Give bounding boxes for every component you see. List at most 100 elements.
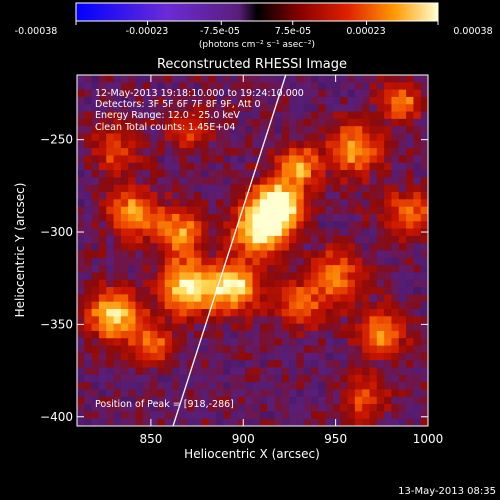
heatmap-cell bbox=[201, 345, 210, 354]
heatmap-cell bbox=[98, 360, 107, 368]
heatmap-cell bbox=[252, 418, 261, 426]
heatmap-cell bbox=[267, 316, 275, 325]
heatmap-cell bbox=[135, 257, 144, 266]
heatmap-cell bbox=[135, 309, 144, 317]
heatmap-cell bbox=[223, 309, 231, 317]
heatmap-cell bbox=[245, 257, 253, 266]
heatmap-cell bbox=[150, 155, 158, 164]
heatmap-cell bbox=[245, 221, 253, 229]
heatmap-cell bbox=[223, 345, 231, 354]
heatmap-cell bbox=[362, 323, 370, 332]
heatmap-cell bbox=[296, 148, 305, 156]
heatmap-cell bbox=[223, 301, 231, 310]
heatmap-cell bbox=[354, 352, 363, 361]
heatmap-cell bbox=[413, 104, 422, 112]
heatmap-cell bbox=[318, 235, 327, 244]
heatmap-cell bbox=[362, 250, 370, 259]
heatmap-cell bbox=[420, 140, 428, 149]
heatmap-cell bbox=[384, 82, 392, 91]
heatmap-cell bbox=[296, 396, 305, 405]
heatmap-cell bbox=[406, 82, 414, 91]
heatmap-cell bbox=[369, 279, 378, 288]
heatmap-cell bbox=[325, 418, 334, 426]
heatmap-cell bbox=[164, 111, 173, 120]
heatmap-cell bbox=[420, 265, 428, 273]
heatmap-cell bbox=[259, 411, 268, 420]
heatmap-cell bbox=[340, 287, 348, 295]
heatmap-cell bbox=[391, 111, 400, 120]
heatmap-cell bbox=[179, 265, 188, 273]
heatmap-cell bbox=[157, 294, 166, 303]
heatmap-cell bbox=[267, 301, 275, 310]
heatmap-cell bbox=[362, 221, 370, 229]
heatmap-cell bbox=[303, 389, 312, 398]
heatmap-cell bbox=[420, 294, 428, 303]
heatmap-cell bbox=[208, 192, 217, 200]
heatmap-cell bbox=[237, 126, 246, 134]
heatmap-cell bbox=[259, 382, 268, 390]
heatmap-cell bbox=[142, 184, 151, 193]
heatmap-cell bbox=[98, 265, 107, 273]
heatmap-cell bbox=[318, 75, 327, 83]
heatmap-cell bbox=[215, 404, 224, 412]
heatmap-cell bbox=[376, 374, 385, 383]
heatmap-cell bbox=[77, 323, 85, 332]
heatmap-cell bbox=[215, 111, 224, 120]
heatmap-cell bbox=[128, 301, 136, 310]
heatmap-cell bbox=[354, 206, 363, 215]
heatmap-cell bbox=[230, 213, 239, 222]
heatmap-cell bbox=[164, 323, 173, 332]
heatmap-cell bbox=[303, 133, 312, 142]
heatmap-cell bbox=[157, 75, 166, 83]
heatmap-cell bbox=[113, 404, 122, 412]
heatmap-cell bbox=[172, 75, 180, 83]
heatmap-cell bbox=[384, 418, 392, 426]
heatmap-cell bbox=[120, 89, 129, 98]
heatmap-cell bbox=[252, 89, 261, 98]
heatmap-cell bbox=[128, 323, 136, 332]
heatmap-cell bbox=[84, 118, 93, 127]
heatmap-cell bbox=[340, 75, 348, 83]
heatmap-cell bbox=[194, 111, 202, 120]
heatmap-cell bbox=[150, 235, 158, 244]
heatmap-cell bbox=[208, 148, 217, 156]
heatmap-cell bbox=[369, 206, 378, 215]
heatmap-cell bbox=[289, 221, 297, 229]
heatmap-cell bbox=[252, 96, 261, 105]
heatmap-cell bbox=[413, 82, 422, 91]
heatmap-cell bbox=[208, 418, 217, 426]
heatmap-cell bbox=[164, 155, 173, 164]
x-axis-tick-labels: 850 900 950 1000 bbox=[139, 432, 443, 446]
heatmap-cell bbox=[201, 382, 210, 390]
heatmap-cell bbox=[120, 206, 129, 215]
heatmap-cell bbox=[106, 265, 114, 273]
heatmap-cell bbox=[274, 257, 283, 266]
heatmap-cell bbox=[135, 345, 144, 354]
heatmap-cell bbox=[223, 170, 231, 178]
heatmap-cell bbox=[120, 133, 129, 142]
heatmap-cell bbox=[267, 257, 275, 266]
heatmap-cell bbox=[332, 411, 341, 420]
heatmap-cell bbox=[413, 140, 422, 149]
heatmap-cell bbox=[281, 104, 290, 112]
heatmap-cell bbox=[420, 309, 428, 317]
heatmap-cell bbox=[172, 243, 180, 251]
heatmap-cell bbox=[150, 396, 158, 405]
heatmap-cell bbox=[413, 111, 422, 120]
heatmap-cell bbox=[98, 192, 107, 200]
x-axis-ticks bbox=[150, 75, 429, 426]
heatmap-cell bbox=[157, 389, 166, 398]
heatmap-cell bbox=[340, 374, 348, 383]
heatmap-cell bbox=[267, 294, 275, 303]
heatmap-cell bbox=[84, 301, 93, 310]
heatmap-cell bbox=[91, 374, 100, 383]
heatmap-cell bbox=[230, 133, 239, 142]
heatmap-cell bbox=[281, 170, 290, 178]
heatmap-cell bbox=[274, 345, 283, 354]
heatmap-cell bbox=[186, 140, 195, 149]
heatmap-cell bbox=[215, 294, 224, 303]
heatmap-cell bbox=[91, 170, 100, 178]
heatmap-cell bbox=[237, 75, 246, 83]
heatmap-cell bbox=[267, 374, 275, 383]
heatmap-cell bbox=[347, 323, 356, 332]
